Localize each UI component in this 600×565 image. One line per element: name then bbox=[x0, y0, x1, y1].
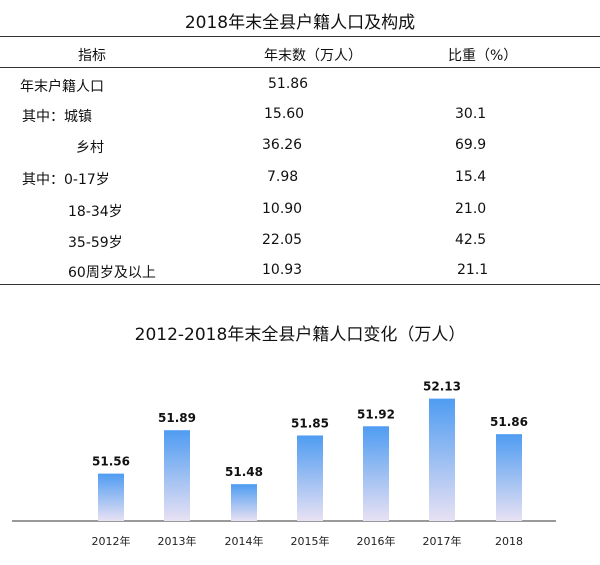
row-share: 69.9 bbox=[455, 137, 487, 153]
data-label: 51.48 bbox=[225, 465, 263, 479]
x-tick-label: 2018 bbox=[495, 535, 523, 548]
row-share: 21.1 bbox=[457, 262, 489, 278]
data-label: 51.85 bbox=[291, 416, 329, 430]
x-tick-label: 2017年 bbox=[423, 534, 462, 548]
row-label: 35-59岁 bbox=[68, 235, 123, 251]
row-share: 21.0 bbox=[455, 201, 487, 217]
x-tick-label: 2012年 bbox=[92, 534, 131, 548]
chart-title: 2012-2018年末全县户籍人口变化（万人） bbox=[134, 325, 466, 345]
table-header-rule bbox=[0, 67, 600, 68]
x-tick-label: 2016年 bbox=[357, 534, 396, 548]
row-share: 30.1 bbox=[455, 106, 487, 122]
table-top-rule bbox=[0, 36, 600, 37]
row-value: 10.90 bbox=[262, 201, 303, 217]
population-bar-chart: 51.56 51.89 51.48 51.85 51.92 52.13 51.86 2012… bbox=[12, 380, 556, 548]
x-tick-label: 2013年 bbox=[158, 534, 197, 548]
x-tick-label: 2015年 bbox=[291, 534, 330, 548]
bar-2014年 bbox=[231, 484, 257, 521]
table-bottom-rule bbox=[0, 284, 600, 285]
row-label: 其中：城镇 bbox=[22, 109, 92, 125]
row-label: 年末户籍人口 bbox=[20, 79, 104, 95]
x-tick-label: 2014年 bbox=[225, 534, 264, 548]
table-title: 2018年末全县户籍人口及构成 bbox=[184, 13, 416, 33]
row-value: 51.86 bbox=[268, 76, 309, 92]
row-value: 36.26 bbox=[262, 137, 303, 153]
bar-2016年 bbox=[363, 426, 389, 521]
row-share: 15.4 bbox=[455, 169, 487, 185]
bar-2018 bbox=[496, 434, 522, 521]
bar-2017年 bbox=[429, 398, 455, 521]
row-label: 18-34岁 bbox=[68, 204, 123, 220]
row-value: 10.93 bbox=[262, 262, 303, 278]
row-value: 7.98 bbox=[267, 169, 299, 185]
row-label: 乡村 bbox=[76, 140, 104, 156]
row-share: 42.5 bbox=[455, 232, 487, 248]
data-label: 51.86 bbox=[490, 415, 528, 429]
row-label: 60周岁及以上 bbox=[68, 265, 156, 281]
data-label: 51.56 bbox=[92, 455, 130, 469]
bar-2013年 bbox=[164, 430, 190, 521]
header-share: 比重（%） bbox=[448, 48, 518, 64]
row-value: 22.05 bbox=[262, 232, 303, 248]
row-value: 15.60 bbox=[264, 106, 305, 122]
data-label: 51.89 bbox=[158, 411, 196, 425]
header-year-end: 年末数（万人） bbox=[264, 48, 362, 64]
bar-2015年 bbox=[297, 435, 323, 521]
row-label: 其中：0-17岁 bbox=[22, 172, 110, 188]
bar-2012年 bbox=[98, 473, 124, 521]
data-label: 51.92 bbox=[357, 407, 395, 421]
header-indicator: 指标 bbox=[78, 48, 106, 64]
data-label: 52.13 bbox=[423, 380, 461, 394]
